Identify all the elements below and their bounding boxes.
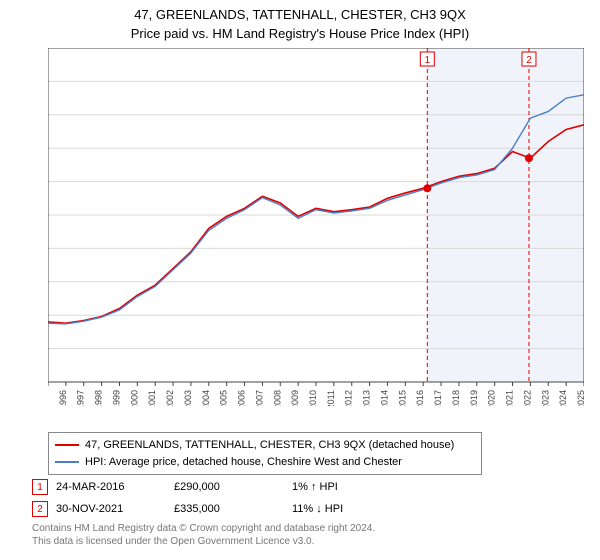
svg-text:2011: 2011 — [326, 390, 336, 406]
svg-text:2007: 2007 — [254, 390, 264, 406]
svg-text:2005: 2005 — [219, 390, 229, 406]
svg-text:2014: 2014 — [379, 390, 389, 406]
svg-text:2003: 2003 — [183, 390, 193, 406]
svg-text:2015: 2015 — [397, 390, 407, 406]
legend: 47, GREENLANDS, TATTENHALL, CHESTER, CH3… — [48, 432, 482, 475]
svg-text:1997: 1997 — [76, 390, 86, 406]
svg-text:2024: 2024 — [558, 390, 568, 406]
event-table: 1 24-MAR-2016 £290,000 1% ↑ HPI 2 30-NOV-2021… — [32, 476, 572, 520]
legend-swatch — [55, 444, 79, 446]
svg-text:1996: 1996 — [58, 390, 68, 406]
legend-label: 47, GREENLANDS, TATTENHALL, CHESTER, CH3… — [85, 437, 454, 454]
svg-text:2008: 2008 — [272, 390, 282, 406]
svg-text:2001: 2001 — [147, 390, 157, 406]
footer-line: This data is licensed under the Open Gov… — [32, 535, 375, 548]
event-number-badge: 1 — [32, 479, 48, 495]
svg-text:1: 1 — [425, 55, 431, 66]
svg-text:2017: 2017 — [433, 390, 443, 406]
svg-text:2012: 2012 — [344, 390, 354, 406]
svg-text:2010: 2010 — [308, 390, 318, 406]
legend-item: 47, GREENLANDS, TATTENHALL, CHESTER, CH3… — [55, 437, 475, 454]
chart-subtitle: Price paid vs. HM Land Registry's House … — [0, 24, 600, 41]
svg-text:2023: 2023 — [540, 390, 550, 406]
svg-text:2006: 2006 — [237, 390, 247, 406]
svg-text:1995: 1995 — [48, 390, 50, 406]
svg-text:2018: 2018 — [451, 390, 461, 406]
event-row: 1 24-MAR-2016 £290,000 1% ↑ HPI — [32, 476, 572, 498]
svg-text:2009: 2009 — [290, 390, 300, 406]
svg-text:2016: 2016 — [415, 390, 425, 406]
event-price: £335,000 — [174, 503, 284, 515]
event-row: 2 30-NOV-2021 £335,000 11% ↓ HPI — [32, 498, 572, 520]
event-price: £290,000 — [174, 481, 284, 493]
event-number-badge: 2 — [32, 501, 48, 517]
svg-text:2021: 2021 — [505, 390, 515, 406]
svg-text:2019: 2019 — [469, 390, 479, 406]
event-delta: 11% ↓ HPI — [292, 503, 402, 515]
svg-text:2002: 2002 — [165, 390, 175, 406]
event-date: 24-MAR-2016 — [56, 481, 166, 493]
svg-text:2: 2 — [526, 55, 532, 66]
legend-swatch — [55, 461, 79, 463]
legend-label: HPI: Average price, detached house, Ches… — [85, 454, 402, 471]
svg-text:2025: 2025 — [576, 390, 584, 406]
svg-text:2020: 2020 — [487, 390, 497, 406]
svg-text:2022: 2022 — [522, 390, 532, 406]
svg-text:1999: 1999 — [111, 390, 121, 406]
svg-text:2000: 2000 — [129, 390, 139, 406]
svg-text:2004: 2004 — [201, 390, 211, 406]
event-date: 30-NOV-2021 — [56, 503, 166, 515]
event-delta: 1% ↑ HPI — [292, 481, 402, 493]
chart-title: 47, GREENLANDS, TATTENHALL, CHESTER, CH3… — [0, 0, 600, 24]
legend-item: HPI: Average price, detached house, Ches… — [55, 454, 475, 471]
footer-line: Contains HM Land Registry data © Crown c… — [32, 522, 375, 535]
footer-attribution: Contains HM Land Registry data © Crown c… — [32, 522, 375, 548]
svg-text:2013: 2013 — [362, 390, 372, 406]
price-chart: £0£50K£100K£150K£200K£250K£300K£350K£400… — [48, 48, 584, 406]
svg-text:1998: 1998 — [94, 390, 104, 406]
